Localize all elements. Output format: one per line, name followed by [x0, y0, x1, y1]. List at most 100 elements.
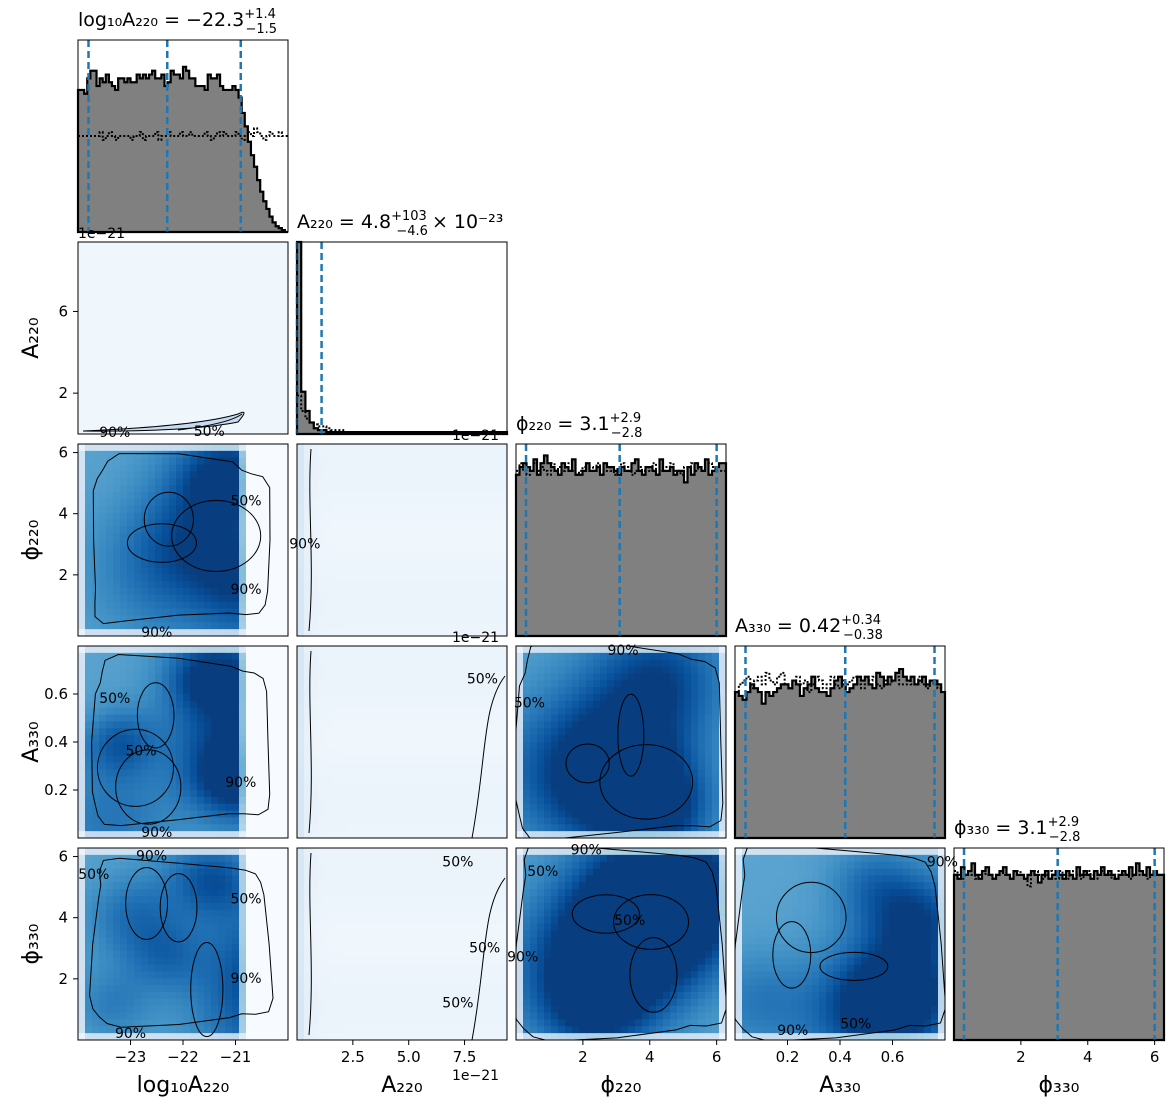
- density-cell: [141, 728, 149, 736]
- density-cell: [472, 464, 480, 473]
- density-cell: [260, 413, 268, 421]
- density-cell: [458, 810, 466, 819]
- density-cell: [642, 700, 650, 709]
- density-cell: [635, 796, 643, 805]
- density-cell: [579, 673, 587, 681]
- density-cell: [493, 512, 501, 521]
- density-cell: [141, 365, 149, 373]
- density-cell: [176, 255, 184, 264]
- density-cell: [395, 601, 403, 610]
- density-cell: [274, 817, 282, 825]
- density-cell: [544, 776, 552, 784]
- density-cell: [211, 358, 219, 367]
- density-cell: [297, 540, 305, 548]
- density-cell: [677, 803, 685, 812]
- density-cell: [176, 574, 184, 582]
- density-cell: [388, 588, 396, 596]
- density-cell: [353, 694, 361, 702]
- density-cell: [416, 478, 424, 486]
- density-cell: [339, 687, 347, 695]
- density-cell: [183, 560, 191, 569]
- density-cell: [155, 406, 163, 415]
- density-cell: [155, 817, 163, 825]
- density-cell: [465, 700, 473, 709]
- density-cell: [246, 776, 254, 784]
- density-cell: [451, 748, 459, 757]
- density-cell: [663, 707, 671, 716]
- contour-50: [126, 523, 197, 563]
- density-cell: [197, 255, 205, 264]
- density-cell: [416, 687, 424, 695]
- density-cell: [500, 485, 507, 493]
- density-cell: [430, 707, 438, 716]
- density-cell: [297, 817, 305, 825]
- density-cell: [614, 762, 622, 771]
- density-cell: [607, 728, 615, 736]
- density-cell: [325, 673, 333, 681]
- density-cell: [297, 790, 305, 798]
- density-cell: [281, 526, 288, 534]
- density-cell: [99, 608, 107, 617]
- density-cell: [281, 588, 288, 596]
- density-cell: [141, 742, 149, 750]
- density-cell: [253, 652, 261, 661]
- density-cell: [169, 735, 177, 743]
- density-cell: [311, 567, 319, 575]
- density-cell: [239, 810, 247, 819]
- density-cell: [360, 646, 368, 654]
- density-cell: [113, 296, 121, 305]
- density-cell: [85, 769, 93, 777]
- density-cell: [197, 519, 205, 527]
- density-cell: [572, 714, 580, 723]
- density-cell: [120, 420, 128, 428]
- density-cell: [409, 687, 417, 695]
- density-cell: [113, 694, 121, 702]
- density-cell: [246, 574, 254, 582]
- density-cell: [493, 694, 501, 702]
- density-cell: [211, 748, 219, 757]
- density-cell: [232, 386, 240, 394]
- density-cell: [472, 540, 480, 548]
- density-cell: [451, 533, 459, 541]
- density-cell: [472, 659, 480, 668]
- density-cell: [232, 399, 240, 408]
- density-cell: [106, 728, 114, 736]
- density-cell: [106, 831, 114, 838]
- density-cell: [78, 742, 86, 750]
- density-cell: [628, 817, 636, 825]
- density-cell: [155, 615, 163, 623]
- density-cell: [141, 735, 149, 743]
- density-cell: [239, 498, 247, 507]
- density-cell: [458, 444, 466, 452]
- density-cell: [183, 622, 191, 630]
- density-cell: [670, 803, 678, 812]
- density-cell: [353, 783, 361, 791]
- density-cell: [318, 721, 326, 729]
- density-cell: [451, 824, 459, 832]
- density-cell: [218, 694, 226, 702]
- density-cell: [635, 803, 643, 812]
- density-cell: [593, 646, 601, 654]
- density-cell: [670, 680, 678, 688]
- density-cell: [402, 687, 410, 695]
- density-cell: [85, 444, 93, 452]
- density-cell: [246, 427, 254, 434]
- density-cell: [239, 365, 247, 373]
- density-cell: [246, 546, 254, 555]
- density-cell: [169, 290, 177, 298]
- density-cell: [148, 269, 156, 277]
- density-cell: [444, 622, 452, 630]
- density-cell: [176, 485, 184, 493]
- density-cell: [607, 707, 615, 716]
- density-cell: [416, 588, 424, 596]
- density-cell: [437, 505, 445, 514]
- density-cell: [416, 755, 424, 764]
- density-cell: [516, 687, 524, 695]
- density-cell: [169, 386, 177, 394]
- density-cell: [197, 680, 205, 688]
- density-cell: [451, 553, 459, 562]
- density-cell: [537, 742, 545, 750]
- density-cell: [530, 755, 538, 764]
- density-cell: [353, 464, 361, 473]
- density-cell: [239, 700, 247, 709]
